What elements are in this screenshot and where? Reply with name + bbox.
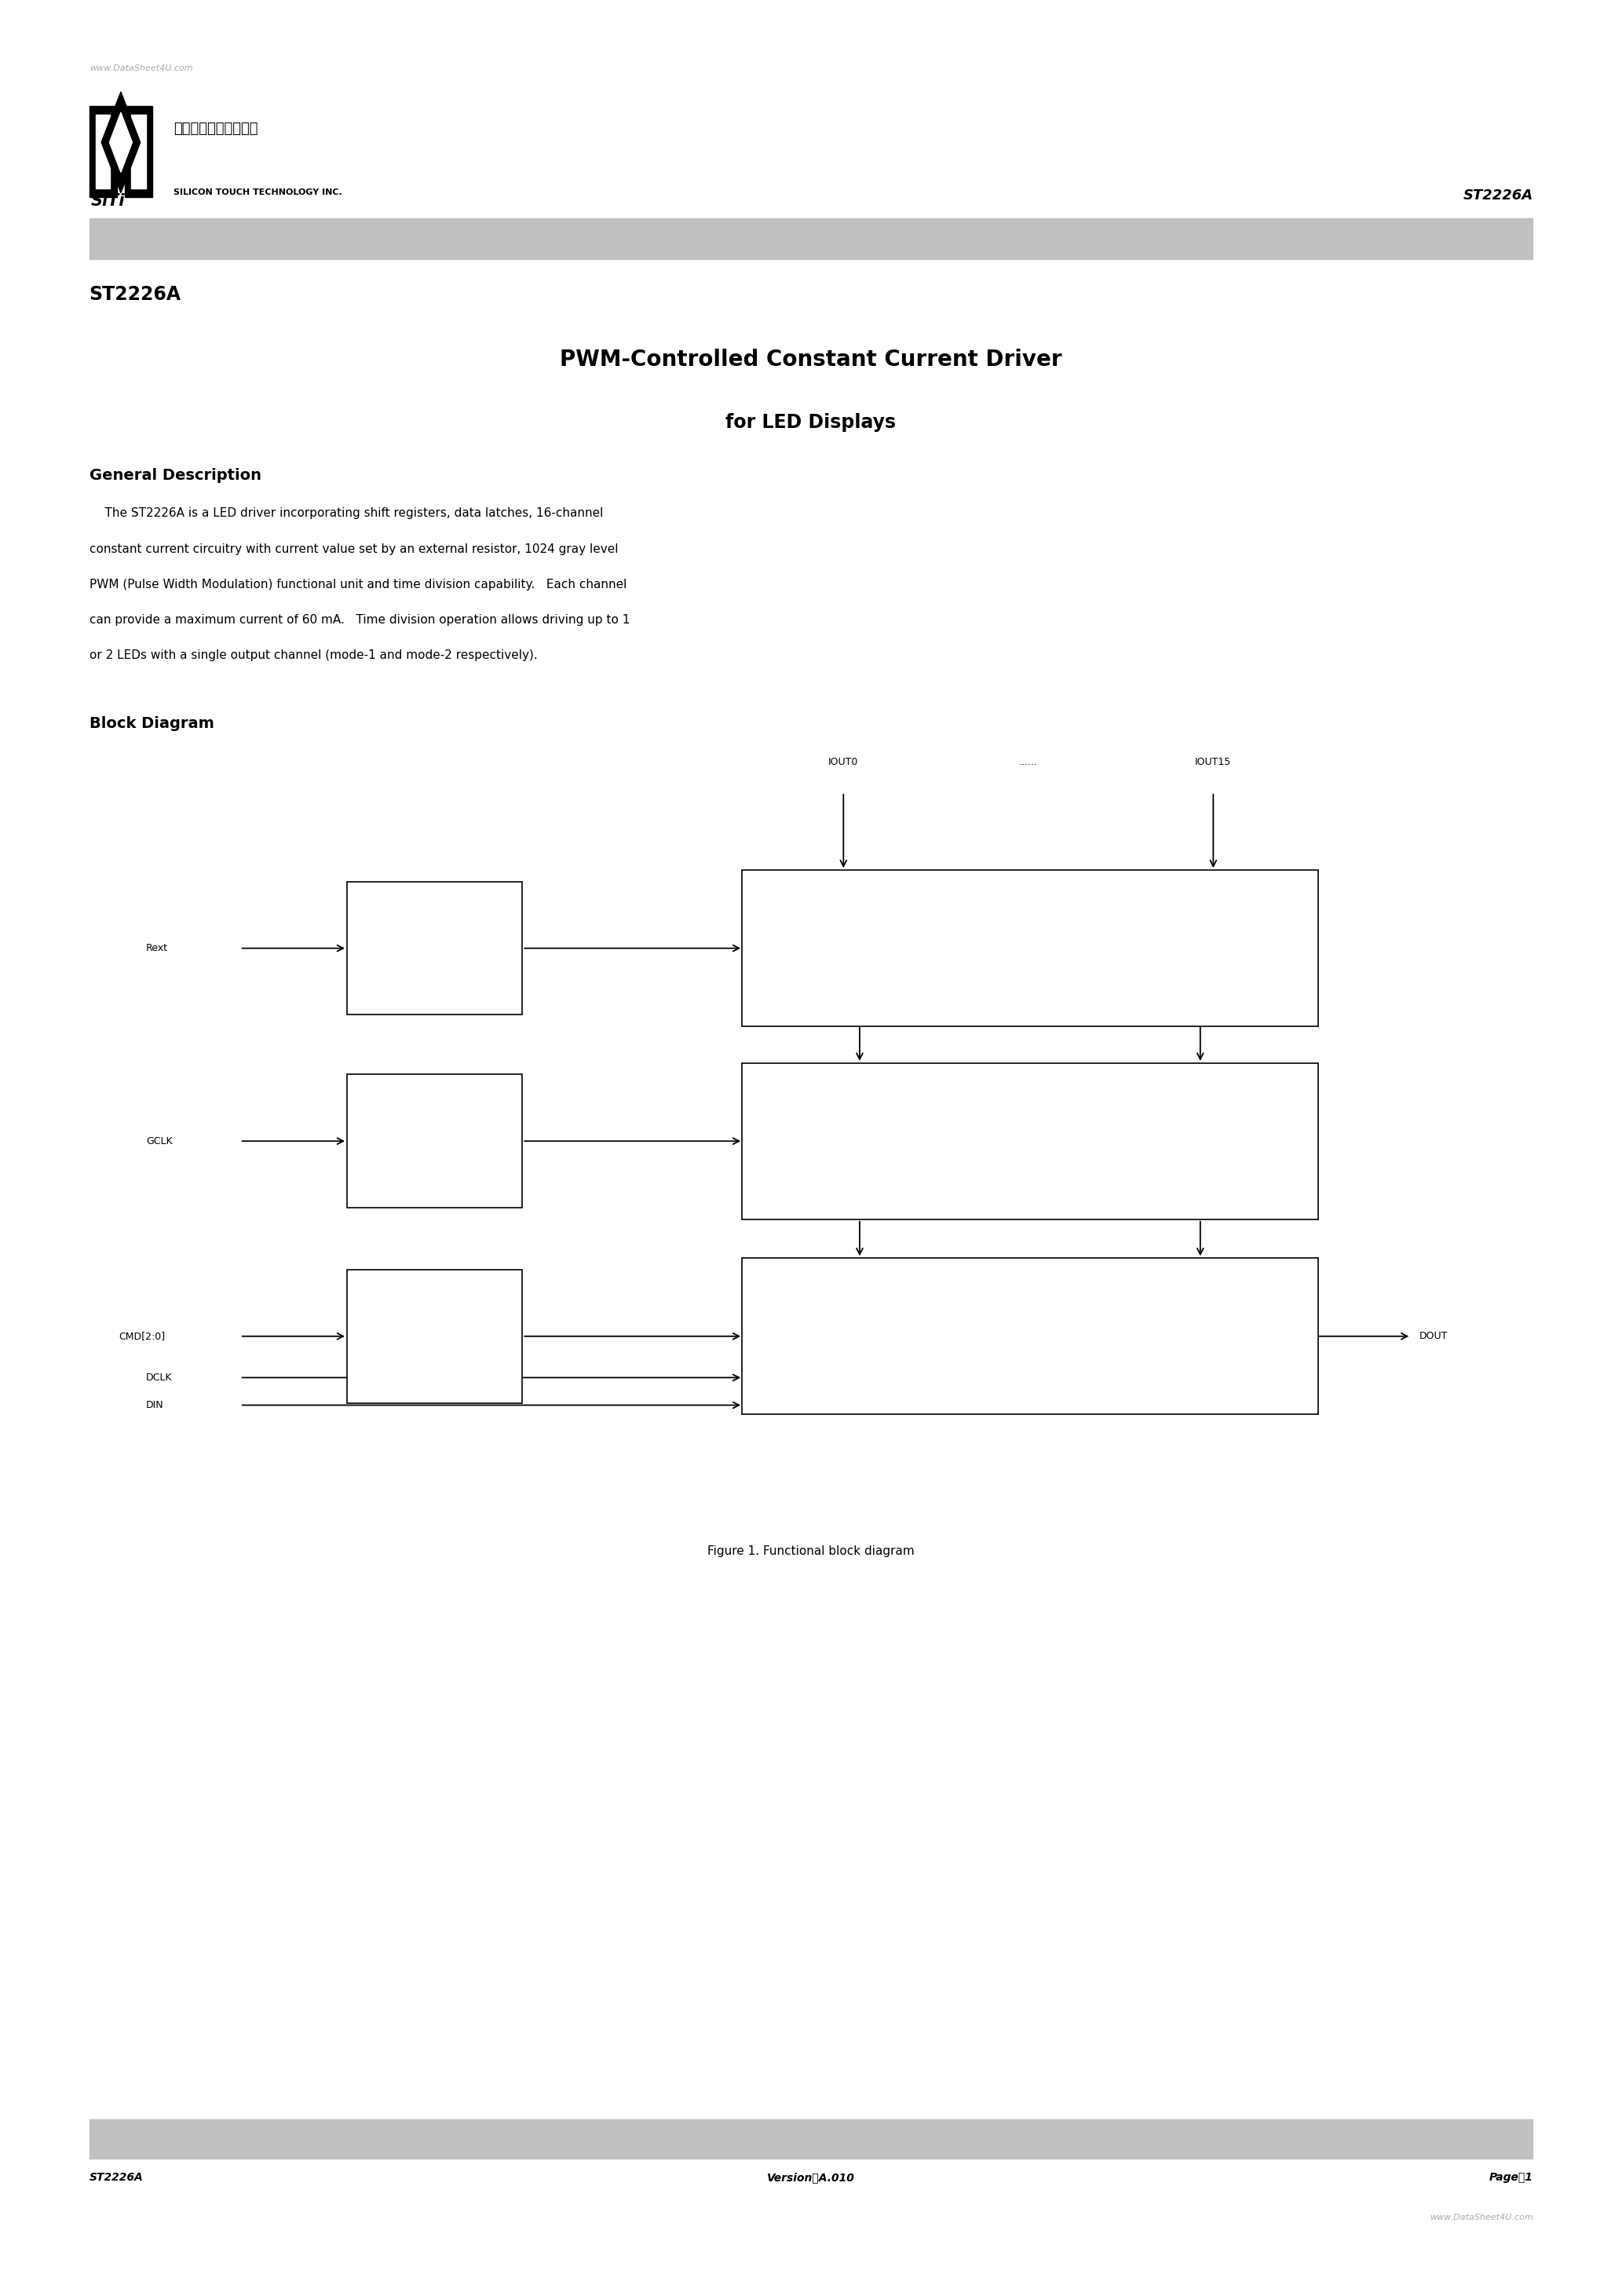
Text: DOUT: DOUT: [1419, 1332, 1448, 1341]
Text: Driver
(16-Channel): Driver (16-Channel): [991, 934, 1069, 962]
Text: ST2226A: ST2226A: [89, 2172, 143, 2183]
FancyBboxPatch shape: [743, 1063, 1317, 1219]
Text: 點晶科技股份有限公司: 點晶科技股份有限公司: [174, 122, 258, 135]
FancyBboxPatch shape: [347, 1075, 522, 1208]
Text: Operation
Control: Operation Control: [407, 1322, 462, 1350]
Bar: [125, 106, 152, 197]
Text: Shift Register and Latch
(10 Bit  x  16-Channel  x  2LED): Shift Register and Latch (10 Bit x 16-Ch…: [936, 1322, 1124, 1350]
Text: SiTi: SiTi: [91, 193, 125, 209]
Text: IOUT0: IOUT0: [829, 758, 858, 767]
Text: Rext: Rext: [146, 944, 169, 953]
Text: PWM-Controlled Constant Current Driver: PWM-Controlled Constant Current Driver: [560, 349, 1062, 372]
Text: SILICON TOUCH TECHNOLOGY INC.: SILICON TOUCH TECHNOLOGY INC.: [174, 188, 342, 195]
Text: ST2226A: ST2226A: [1463, 188, 1533, 202]
Text: Comparator
(16-Channel): Comparator (16-Channel): [991, 1127, 1069, 1155]
Text: CMD[2:0]: CMD[2:0]: [118, 1332, 165, 1341]
Text: IOUT15: IOUT15: [1195, 758, 1231, 767]
Text: The ST2226A is a LED driver incorporating shift registers, data latches, 16-chan: The ST2226A is a LED driver incorporatin…: [89, 507, 603, 519]
Text: PWM
Counter: PWM Counter: [414, 1127, 456, 1155]
Text: Version：A.010: Version：A.010: [767, 2172, 855, 2183]
Text: ......: ......: [1019, 758, 1038, 767]
Text: General Description: General Description: [89, 468, 261, 482]
Text: or 2 LEDs with a single output channel (mode-1 and mode-2 respectively).: or 2 LEDs with a single output channel (…: [89, 650, 537, 661]
Bar: [89, 218, 1533, 259]
Polygon shape: [109, 113, 133, 172]
Text: ST2226A: ST2226A: [89, 285, 182, 303]
Bar: [131, 115, 146, 188]
Text: DCLK: DCLK: [146, 1373, 172, 1382]
Text: Voltage
Reference: Voltage Reference: [407, 934, 462, 962]
Text: constant current circuitry with current value set by an external resistor, 1024 : constant current circuitry with current …: [89, 542, 618, 556]
Text: PWM (Pulse Width Modulation) functional unit and time division capability.   Eac: PWM (Pulse Width Modulation) functional …: [89, 579, 626, 590]
FancyBboxPatch shape: [743, 1258, 1317, 1414]
FancyBboxPatch shape: [743, 870, 1317, 1026]
Text: DIN: DIN: [146, 1401, 164, 1410]
FancyBboxPatch shape: [347, 882, 522, 1015]
Text: Page：1: Page：1: [1489, 2172, 1533, 2183]
Bar: [96, 115, 110, 188]
Text: www.DataSheet4U.com: www.DataSheet4U.com: [1429, 2213, 1533, 2220]
Text: Block Diagram: Block Diagram: [89, 716, 214, 730]
Bar: [89, 2119, 1533, 2158]
FancyBboxPatch shape: [347, 1270, 522, 1403]
Polygon shape: [101, 92, 139, 193]
Text: Figure 1. Functional block diagram: Figure 1. Functional block diagram: [707, 1545, 915, 1557]
Text: GCLK: GCLK: [146, 1137, 172, 1146]
Text: for LED Displays: for LED Displays: [725, 413, 897, 432]
Bar: [89, 106, 117, 197]
Text: www.DataSheet4U.com: www.DataSheet4U.com: [89, 64, 193, 71]
Text: can provide a maximum current of 60 mA.   Time division operation allows driving: can provide a maximum current of 60 mA. …: [89, 615, 629, 627]
